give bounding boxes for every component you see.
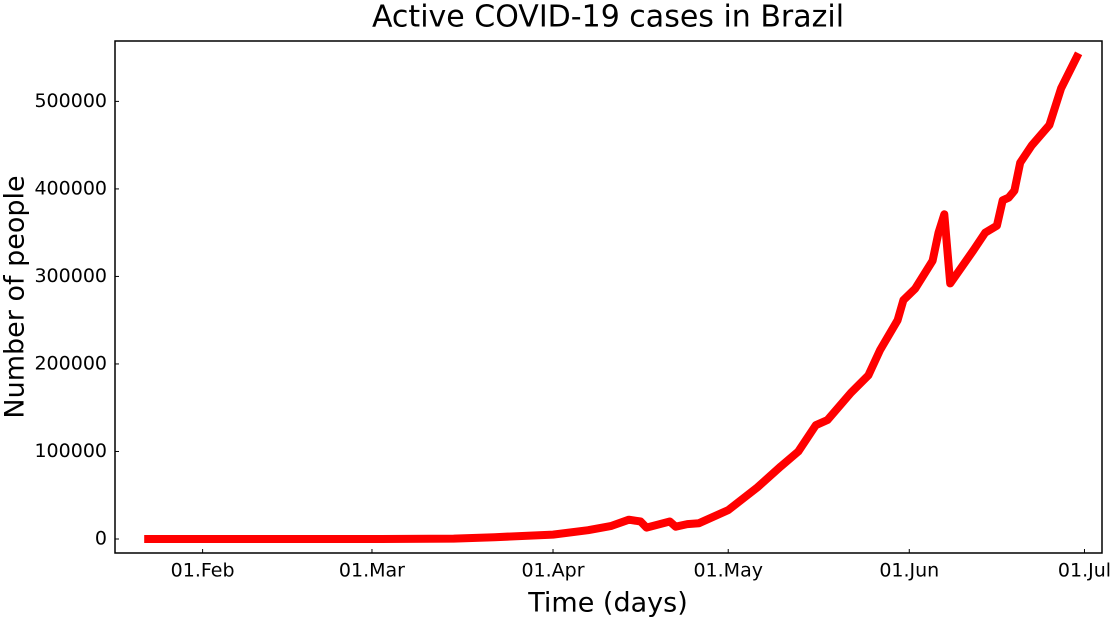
y-tick-label: 400000 <box>34 177 107 199</box>
y-axis-title: Number of people <box>0 175 31 418</box>
line <box>144 51 1083 543</box>
x-tick-label: 01.Feb <box>171 560 235 582</box>
y-tick-label: 300000 <box>34 265 107 287</box>
y-tick-label: 100000 <box>34 440 107 462</box>
x-tick-label: 01.Mar <box>339 560 405 582</box>
x-tick-label: 01.Apr <box>521 560 584 582</box>
x-tick-label: 01.May <box>693 560 763 582</box>
x-axis-title: Time (days) <box>527 588 687 619</box>
y-tick-label: 200000 <box>34 352 107 374</box>
chart-title: Active COVID-19 cases in Brazil <box>372 0 844 35</box>
y-tick-label: 0 <box>95 527 107 549</box>
x-tick-label: 01.Jul <box>1058 560 1111 582</box>
x-tick-label: 01.Jun <box>879 560 939 582</box>
y-tick-label: 500000 <box>34 90 107 112</box>
plot-frame <box>114 40 1103 554</box>
